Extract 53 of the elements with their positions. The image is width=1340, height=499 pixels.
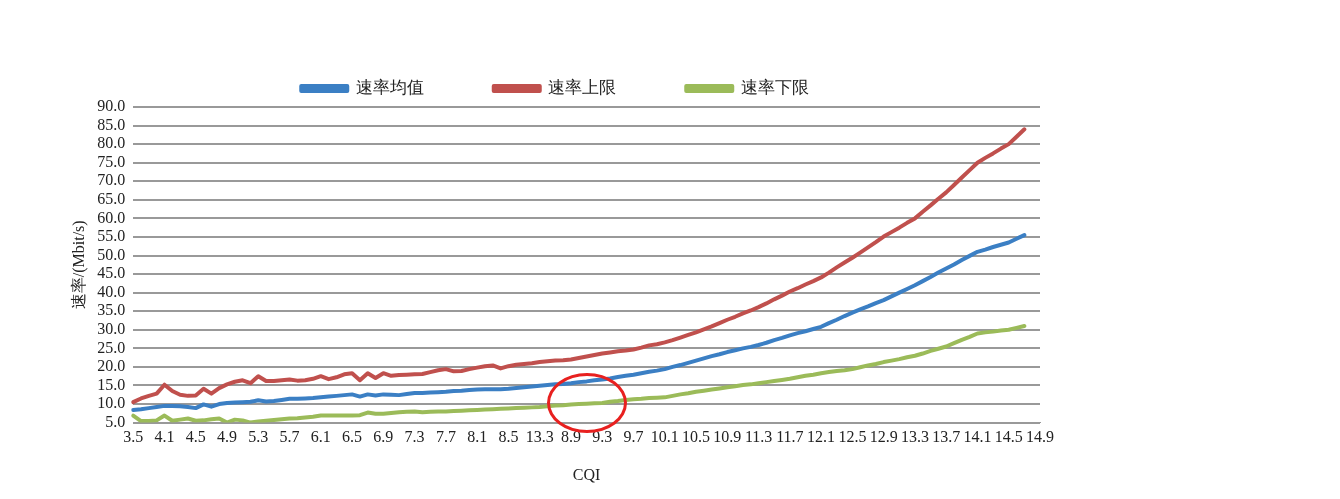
x-tick-label: 11.3 [744,428,773,446]
y-tick-label: 60.0 [97,208,126,226]
x-axis-title: CQI [572,465,601,483]
x-tick-label: 13.7 [932,428,961,446]
x-tick-label: 6.1 [310,428,331,446]
x-tick-label: 4.1 [154,428,175,446]
y-tick-label: 35.0 [97,301,126,319]
legend-label: 速率上限 [548,77,617,97]
x-tick-label: 14.9 [1026,428,1054,446]
x-tick-label: 7.7 [435,428,456,446]
y-tick-label: 30.0 [97,319,126,337]
legend-label: 速率均值 [355,77,424,97]
y-axis-title: 速率/(Mbit/s) [69,220,88,310]
x-tick-label: 10.9 [713,428,742,446]
y-tick-label: 25.0 [97,338,126,356]
x-tick-label: 5.7 [279,428,300,446]
x-tick-label: 8.5 [498,428,519,446]
x-tick-label: 7.3 [404,428,425,446]
x-tick-label: 4.5 [185,428,206,446]
x-tick-label: 14.1 [963,428,992,446]
x-tick-label: 9.7 [623,428,644,446]
x-tick-label: 8.9 [560,428,581,446]
y-tick-label: 70.0 [97,171,126,189]
x-tick-label: 12.9 [869,428,898,446]
x-tick-label: 4.9 [217,428,238,446]
y-tick-label: 40.0 [97,282,126,300]
x-tick-label: 13.3 [525,428,554,446]
y-tick-label: 50.0 [97,245,126,263]
x-tick-label: 12.5 [838,428,867,446]
y-tick-label: 85.0 [97,115,126,133]
y-tick-label: 75.0 [97,152,126,170]
x-tick-label: 11.7 [776,428,804,446]
x-tick-label: 13.3 [900,428,929,446]
x-tick-label: 12.1 [807,428,836,446]
x-tick-label: 10.1 [650,428,679,446]
x-tick-label: 10.5 [682,428,711,446]
y-tick-label: 65.0 [97,190,126,208]
y-tick-label: 20.0 [97,357,126,375]
x-tick-label: 14.5 [994,428,1023,446]
x-tick-label: 5.3 [248,428,269,446]
y-tick-label: 15.0 [97,375,126,393]
x-tick-label: 8.1 [467,428,488,446]
y-tick-label: 10.0 [97,394,126,412]
y-tick-label: 90.0 [97,97,126,115]
y-tick-label: 5.0 [105,412,126,430]
y-tick-label: 45.0 [97,264,126,282]
x-tick-label: 3.5 [123,428,144,446]
x-tick-label: 9.3 [592,428,613,446]
x-tick-label: 6.5 [342,428,363,446]
legend-label: 速率下限 [740,77,809,97]
y-tick-label: 55.0 [97,227,126,245]
y-tick-label: 80.0 [97,134,126,152]
x-tick-label: 6.9 [373,428,394,446]
